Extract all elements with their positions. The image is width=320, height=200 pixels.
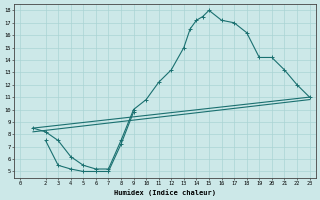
X-axis label: Humidex (Indice chaleur): Humidex (Indice chaleur) [114, 189, 216, 196]
